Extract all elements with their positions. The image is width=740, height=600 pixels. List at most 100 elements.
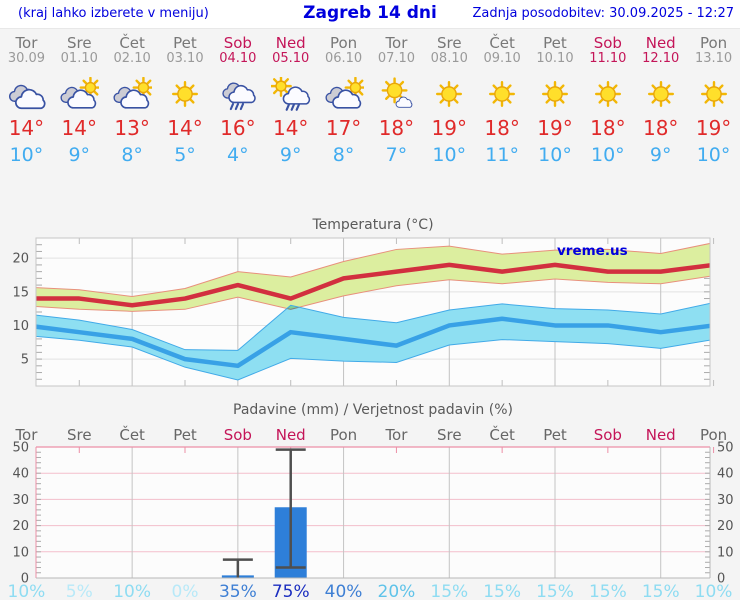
precip-probability: 75% [272,582,310,600]
svg-text:20: 20 [12,252,29,267]
temp-min: 8° [332,144,355,167]
precip-day-label: Pon [330,426,357,444]
sun-icon [700,81,727,108]
temp-min: 11° [485,144,519,167]
sun-icon [381,77,408,104]
sun-cloud-icon [325,77,364,109]
temp-min: 5° [174,144,196,167]
svg-text:Temperatura (°C): Temperatura (°C) [311,217,433,233]
precip-day-label: Ned [646,426,676,444]
day-date: 05.10 [272,51,310,67]
svg-text:40: 40 [12,467,29,482]
svg-text:10: 10 [12,545,29,560]
svg-text:40: 40 [717,467,734,482]
day-date: 30.09 [7,51,46,67]
precip-day-label: Sob [224,426,252,444]
menu-note[interactable]: (kraj lahko izberete v meniju) [18,6,209,21]
svg-text:5: 5 [21,353,29,368]
day-name: Čet [119,34,145,52]
rain-icon [222,82,256,111]
weather-icon-cell [529,74,582,114]
temp-max: 19° [695,116,732,141]
temp-max: 17° [325,116,362,141]
day-column[interactable]: Ned 05.10 14° 9° [264,29,317,168]
precip-probability: 15% [483,582,521,600]
day-column[interactable]: Tor 30.09 14° 10° [0,29,53,168]
day-name: Ned [275,34,306,52]
sunny-icon [700,81,727,108]
precip-day-label: Tor [14,426,38,444]
sun-icon [541,81,568,108]
sun-icon [270,77,292,98]
precip-day-label: Čet [119,425,145,444]
day-name: Pet [543,34,567,52]
precip-probability: 5% [66,582,93,600]
day-name: Sob [593,34,622,52]
temp-min: 10° [591,144,625,167]
temp-min: 8° [121,144,143,167]
day-column[interactable]: Pon 06.10 17° 8° [317,29,370,168]
temp-max: 16° [220,116,256,141]
day-date: 11.10 [589,51,627,67]
sunny-icon [594,81,621,108]
day-date: 13.10 [694,51,733,67]
precip-probability: 35% [219,582,257,600]
temperature-series [36,242,710,381]
temp-max: 19° [431,116,467,141]
weather-icon-cell [106,74,159,114]
day-column[interactable]: Pet 10.10 19° 10° [529,29,582,168]
precip-day-label: Tor [384,426,408,444]
svg-text:15: 15 [12,285,29,300]
precip-probability: 15% [536,582,574,600]
day-date: 03.10 [166,51,204,67]
weather-icon-cell [317,74,370,114]
last-updated: Zadnja posodobitev: 30.09.2025 - 12:27 [472,6,734,21]
day-column[interactable]: Pon 13.10 19° 10° [687,29,740,168]
day-name: Pon [699,34,728,52]
sun-icon [489,81,516,108]
precip-probability: 15% [430,582,468,600]
temp-max: 18° [642,116,679,141]
day-date: 07.10 [377,51,416,67]
day-column[interactable]: Čet 02.10 13° 8° [106,29,159,168]
day-column[interactable]: Pet 03.10 14° 5° [159,29,212,168]
precip-probability: 10% [113,582,151,600]
temp-min: 7° [385,144,408,167]
day-column[interactable]: Sob 11.10 18° 10° [581,29,634,168]
temp-min: 9° [649,144,672,167]
sun-icon [171,81,198,108]
watermark: vreme.us [557,243,628,259]
temp-max: 14° [272,116,309,141]
day-name: Ned [645,34,676,52]
day-date: 10.10 [536,51,574,67]
temp-max: 18° [590,116,626,141]
temp-max: 18° [484,116,520,141]
day-column[interactable]: Sre 08.10 19° 10° [423,29,476,168]
precip-day-label: Pet [173,426,197,444]
precip-day-label: Pet [543,426,567,444]
cloudy-icon [9,84,46,110]
day-column[interactable]: Tor 07.10 18° 7° [370,29,423,168]
weather-icon-cell [581,74,634,114]
day-column[interactable]: Ned 12.10 18° 9° [634,29,687,168]
weather-icon-cell [264,74,317,114]
sunny-icon [436,81,463,108]
day-date: 02.10 [113,51,151,67]
sunny-icon [647,81,674,108]
weather-icon-cell [370,74,423,114]
svg-text:10: 10 [717,545,734,560]
day-name: Sre [66,34,92,52]
sun-icon [344,77,364,99]
day-column[interactable]: Sre 01.10 14° 9° [53,29,106,168]
svg-text:50: 50 [717,441,734,456]
day-column[interactable]: Čet 09.10 18° 11° [476,29,529,168]
min-temp-line [36,316,710,369]
svg-text:30: 30 [717,493,734,508]
precip-probability: 10% [8,582,46,600]
day-column[interactable]: Sob 04.10 16° 4° [211,29,264,168]
temperature-chart: 5 10 15 20 Temperatura (°C) vreme.us [12,217,715,387]
sun-cloud-icon [60,77,100,109]
weather-icon-cell [634,74,687,114]
sun-rain-icon [270,77,310,111]
day-date: 12.10 [642,51,680,67]
